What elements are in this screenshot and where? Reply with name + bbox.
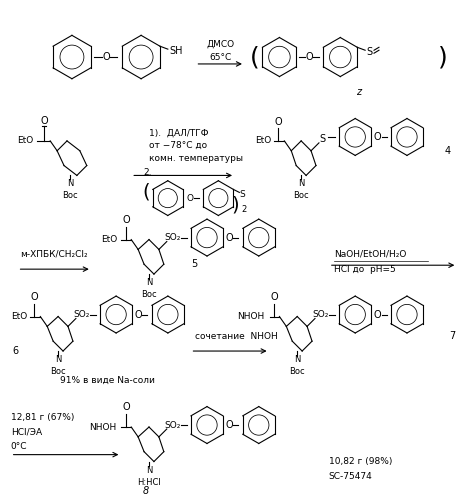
- Text: Boc: Boc: [293, 190, 308, 200]
- Text: SO₂: SO₂: [164, 233, 181, 242]
- Text: SC-75474: SC-75474: [328, 472, 372, 481]
- Text: ): ): [231, 196, 238, 214]
- Text: SO₂: SO₂: [74, 310, 90, 319]
- Text: O: O: [274, 117, 282, 127]
- Text: S: S: [319, 134, 325, 144]
- Text: 0°C: 0°C: [11, 442, 27, 451]
- Text: Boc: Boc: [141, 290, 156, 300]
- Text: 1).  ДАЛ/ТГФ: 1). ДАЛ/ТГФ: [149, 128, 208, 138]
- Text: м-ХПБК/CH₂Cl₂: м-ХПБК/CH₂Cl₂: [20, 250, 88, 259]
- Text: N: N: [55, 356, 61, 364]
- Text: 12,81 г (67%): 12,81 г (67%): [11, 412, 74, 422]
- Text: Boc: Boc: [289, 368, 304, 376]
- Text: от −78°C до: от −78°C до: [149, 142, 206, 150]
- Text: z: z: [355, 86, 360, 97]
- Text: 91% в виде Na-соли: 91% в виде Na-соли: [60, 376, 155, 385]
- Text: ДМСО: ДМСО: [206, 40, 234, 48]
- Text: O: O: [304, 52, 312, 62]
- Text: EtO: EtO: [101, 235, 118, 244]
- Text: O: O: [122, 215, 130, 225]
- Text: O: O: [40, 116, 48, 126]
- Text: HCl до  pH=5: HCl до pH=5: [333, 264, 394, 274]
- Text: S: S: [239, 190, 244, 199]
- Text: O: O: [31, 292, 38, 302]
- Text: N: N: [294, 356, 300, 364]
- Text: S: S: [365, 47, 371, 57]
- Text: H:HCl: H:HCl: [137, 478, 161, 487]
- Text: 65°C: 65°C: [208, 52, 231, 62]
- Text: NaOH/EtOH/H₂O: NaOH/EtOH/H₂O: [333, 250, 405, 259]
- Text: NHOH: NHOH: [89, 422, 116, 432]
- Text: N: N: [145, 466, 152, 475]
- Text: EtO: EtO: [18, 136, 34, 145]
- Text: 5: 5: [191, 259, 197, 269]
- Text: 8: 8: [143, 486, 149, 496]
- Text: 2: 2: [241, 206, 247, 214]
- Text: O: O: [225, 420, 233, 430]
- Text: O: O: [134, 310, 142, 320]
- Text: (: (: [142, 182, 150, 202]
- Text: 4: 4: [444, 146, 450, 156]
- Text: O: O: [186, 194, 193, 202]
- Text: EtO: EtO: [11, 312, 27, 321]
- Text: NHOH: NHOH: [237, 312, 264, 321]
- Text: O: O: [225, 232, 233, 242]
- Text: O: O: [122, 402, 130, 412]
- Text: O: O: [270, 292, 278, 302]
- Text: Boc: Boc: [62, 190, 78, 200]
- Text: ): ): [437, 45, 446, 69]
- Text: (: (: [249, 45, 259, 69]
- Text: HCl/ЭА: HCl/ЭА: [11, 428, 42, 436]
- Text: комн. температуры: комн. температуры: [149, 154, 243, 163]
- Text: сочетание  NHOH: сочетание NHOH: [195, 332, 278, 340]
- Text: O: O: [373, 310, 381, 320]
- Text: O: O: [373, 132, 381, 142]
- Text: SO₂: SO₂: [164, 420, 181, 430]
- Text: N: N: [67, 179, 73, 188]
- Text: SO₂: SO₂: [312, 310, 328, 319]
- Text: O: O: [102, 52, 110, 62]
- Text: EtO: EtO: [254, 136, 270, 145]
- Text: 10,82 г (98%): 10,82 г (98%): [328, 457, 391, 466]
- Text: N: N: [145, 278, 152, 287]
- Text: N: N: [297, 179, 304, 188]
- Text: 2.: 2.: [143, 168, 151, 177]
- Text: 6: 6: [13, 346, 19, 356]
- Text: 7: 7: [448, 331, 455, 341]
- Text: Boc: Boc: [50, 368, 66, 376]
- Text: SH: SH: [169, 46, 183, 56]
